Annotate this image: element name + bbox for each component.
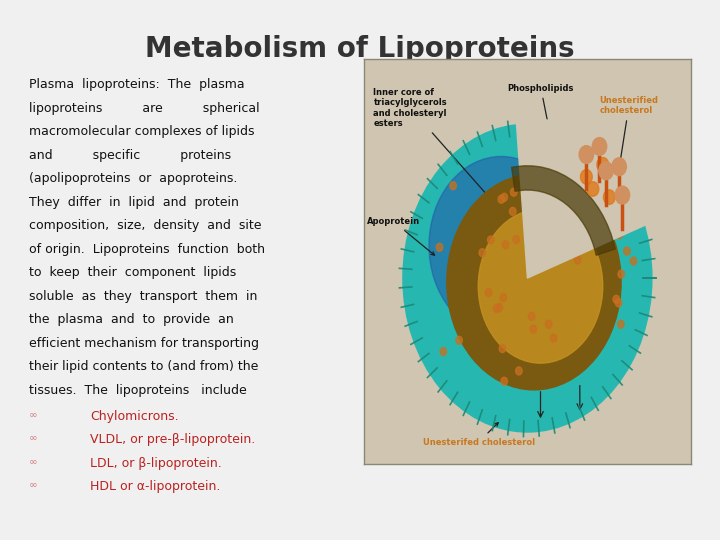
- Circle shape: [513, 235, 520, 244]
- Circle shape: [499, 345, 505, 353]
- Circle shape: [496, 303, 503, 312]
- Circle shape: [580, 170, 593, 184]
- Circle shape: [479, 248, 485, 256]
- Circle shape: [447, 174, 621, 390]
- Circle shape: [510, 188, 517, 196]
- Circle shape: [616, 299, 622, 307]
- Circle shape: [501, 193, 508, 201]
- Circle shape: [501, 377, 508, 386]
- Circle shape: [621, 222, 627, 231]
- Text: ∞: ∞: [29, 410, 37, 420]
- Circle shape: [516, 367, 522, 375]
- Circle shape: [579, 146, 593, 164]
- Circle shape: [616, 231, 622, 239]
- Text: soluble  as  they  transport  them  in: soluble as they transport them in: [29, 289, 257, 303]
- Circle shape: [545, 235, 552, 243]
- Text: Inner core of
triacylglycerols
and cholesteryl
esters: Inner core of triacylglycerols and chole…: [374, 87, 515, 226]
- Circle shape: [450, 181, 456, 190]
- Text: ∞: ∞: [29, 457, 37, 467]
- Circle shape: [493, 305, 500, 313]
- Circle shape: [618, 320, 624, 328]
- Text: Phospholipids: Phospholipids: [508, 84, 574, 148]
- Text: VLDL, or pre-β-lipoprotein.: VLDL, or pre-β-lipoprotein.: [90, 433, 256, 447]
- Circle shape: [498, 195, 505, 203]
- Circle shape: [530, 325, 536, 333]
- Text: their lipid contents to (and from) the: their lipid contents to (and from) the: [29, 360, 258, 373]
- Text: to  keep  their  component  lipids: to keep their component lipids: [29, 266, 236, 279]
- Text: (apolipoproteins  or  apoproteins.: (apolipoproteins or apoproteins.: [29, 172, 237, 185]
- Text: composition,  size,  density  and  site: composition, size, density and site: [29, 219, 261, 232]
- Circle shape: [545, 320, 552, 328]
- Circle shape: [630, 257, 636, 265]
- Text: and          specific          proteins: and specific proteins: [29, 149, 231, 162]
- Wedge shape: [516, 118, 649, 278]
- Circle shape: [575, 256, 581, 264]
- Circle shape: [550, 334, 557, 342]
- Circle shape: [487, 236, 494, 244]
- Circle shape: [503, 241, 509, 249]
- Circle shape: [615, 186, 629, 204]
- Text: HDL or α-lipoprotein.: HDL or α-lipoprotein.: [90, 481, 220, 494]
- Circle shape: [597, 157, 608, 172]
- Circle shape: [403, 124, 652, 432]
- Circle shape: [520, 174, 526, 182]
- Circle shape: [500, 294, 507, 302]
- Circle shape: [528, 312, 535, 320]
- Text: Metabolism of Lipoproteins: Metabolism of Lipoproteins: [145, 35, 575, 63]
- Text: LDL, or β-lipoprotein.: LDL, or β-lipoprotein.: [90, 457, 222, 470]
- Circle shape: [478, 209, 603, 363]
- Text: Chylomicrons.: Chylomicrons.: [90, 410, 179, 423]
- Circle shape: [546, 194, 552, 202]
- Text: lipoproteins          are          spherical: lipoproteins are spherical: [29, 102, 259, 115]
- Text: of origin.  Lipoproteins  function  both: of origin. Lipoproteins function both: [29, 243, 265, 256]
- Circle shape: [612, 158, 626, 176]
- Text: ∞: ∞: [29, 481, 37, 490]
- Text: the  plasma  and  to  provide  an: the plasma and to provide an: [29, 313, 233, 326]
- Text: ∞: ∞: [29, 433, 37, 443]
- Circle shape: [583, 185, 590, 193]
- Circle shape: [485, 288, 492, 296]
- Text: efficient mechanism for transporting: efficient mechanism for transporting: [29, 337, 258, 350]
- Text: Unesterified
cholesterol: Unesterified cholesterol: [600, 96, 659, 185]
- Text: tissues.  The  lipoproteins   include: tissues. The lipoproteins include: [29, 383, 246, 397]
- Circle shape: [603, 190, 615, 204]
- Text: Plasma  lipoproteins:  The  plasma: Plasma lipoproteins: The plasma: [29, 78, 244, 91]
- Circle shape: [587, 181, 599, 196]
- Circle shape: [599, 162, 613, 180]
- Circle shape: [541, 228, 547, 237]
- Circle shape: [429, 157, 573, 335]
- Circle shape: [618, 270, 624, 278]
- Circle shape: [624, 247, 630, 255]
- Text: macromolecular complexes of lipids: macromolecular complexes of lipids: [29, 125, 254, 138]
- Circle shape: [593, 138, 607, 156]
- Circle shape: [621, 213, 627, 221]
- Text: Apoprotein: Apoprotein: [367, 217, 435, 255]
- Circle shape: [572, 217, 579, 225]
- Circle shape: [510, 207, 516, 215]
- Circle shape: [440, 347, 446, 355]
- Circle shape: [436, 243, 443, 251]
- Circle shape: [559, 247, 566, 255]
- Text: Unesterifed cholesterol: Unesterifed cholesterol: [423, 423, 535, 447]
- Wedge shape: [512, 166, 615, 255]
- Circle shape: [613, 295, 619, 303]
- Circle shape: [456, 336, 462, 345]
- Text: They  differ  in  lipid  and  protein: They differ in lipid and protein: [29, 195, 238, 209]
